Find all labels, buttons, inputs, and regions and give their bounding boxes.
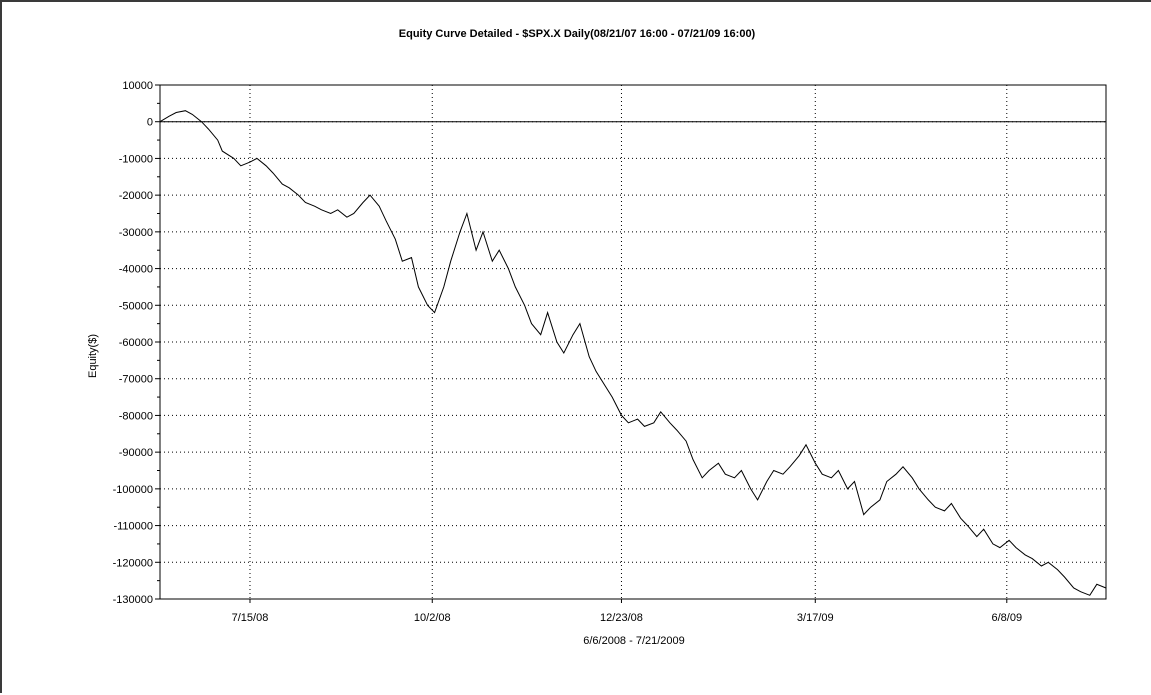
y-tick-label: -30000 — [119, 227, 153, 239]
x-tick-label: 3/17/09 — [797, 612, 834, 624]
grid-lines — [160, 85, 1106, 599]
y-tick-label: -60000 — [119, 337, 153, 349]
y-axis-label: Equity($) — [87, 334, 99, 378]
y-tick-label: -80000 — [119, 410, 153, 422]
x-tick-label: 6/8/09 — [991, 612, 1022, 624]
y-tick-label: -20000 — [119, 190, 153, 202]
series-layer — [159, 110, 1107, 596]
plot-frame — [159, 84, 1107, 600]
x-tick-label: 10/2/08 — [414, 612, 451, 624]
x-axis-label: 6/6/2008 - 7/21/2009 — [583, 635, 685, 647]
chart-title: Equity Curve Detailed - $SPX.X Daily(08/… — [399, 28, 756, 40]
y-tick-label: -40000 — [119, 264, 153, 276]
y-tick-label: -130000 — [113, 594, 153, 606]
y-tick-label: -10000 — [119, 153, 153, 165]
y-tick-label: -100000 — [113, 484, 153, 496]
tick-labels: 10000 0 -10000 -20000 -30000 -40000 -50000 -600… — [113, 80, 1022, 624]
x-tick-label: 7/15/08 — [232, 612, 269, 624]
y-tick-label: -70000 — [119, 374, 153, 386]
y-tick-label: -90000 — [119, 447, 153, 459]
y-tick-label: 0 — [147, 117, 153, 129]
axes — [155, 84, 1107, 603]
x-tick-label: 12/23/08 — [600, 612, 643, 624]
y-tick-label: -50000 — [119, 300, 153, 312]
equity-series-line — [159, 110, 1107, 596]
y-tick-label: -120000 — [113, 557, 153, 569]
y-tick-label: -110000 — [113, 521, 153, 533]
y-tick-label: 10000 — [122, 80, 153, 92]
